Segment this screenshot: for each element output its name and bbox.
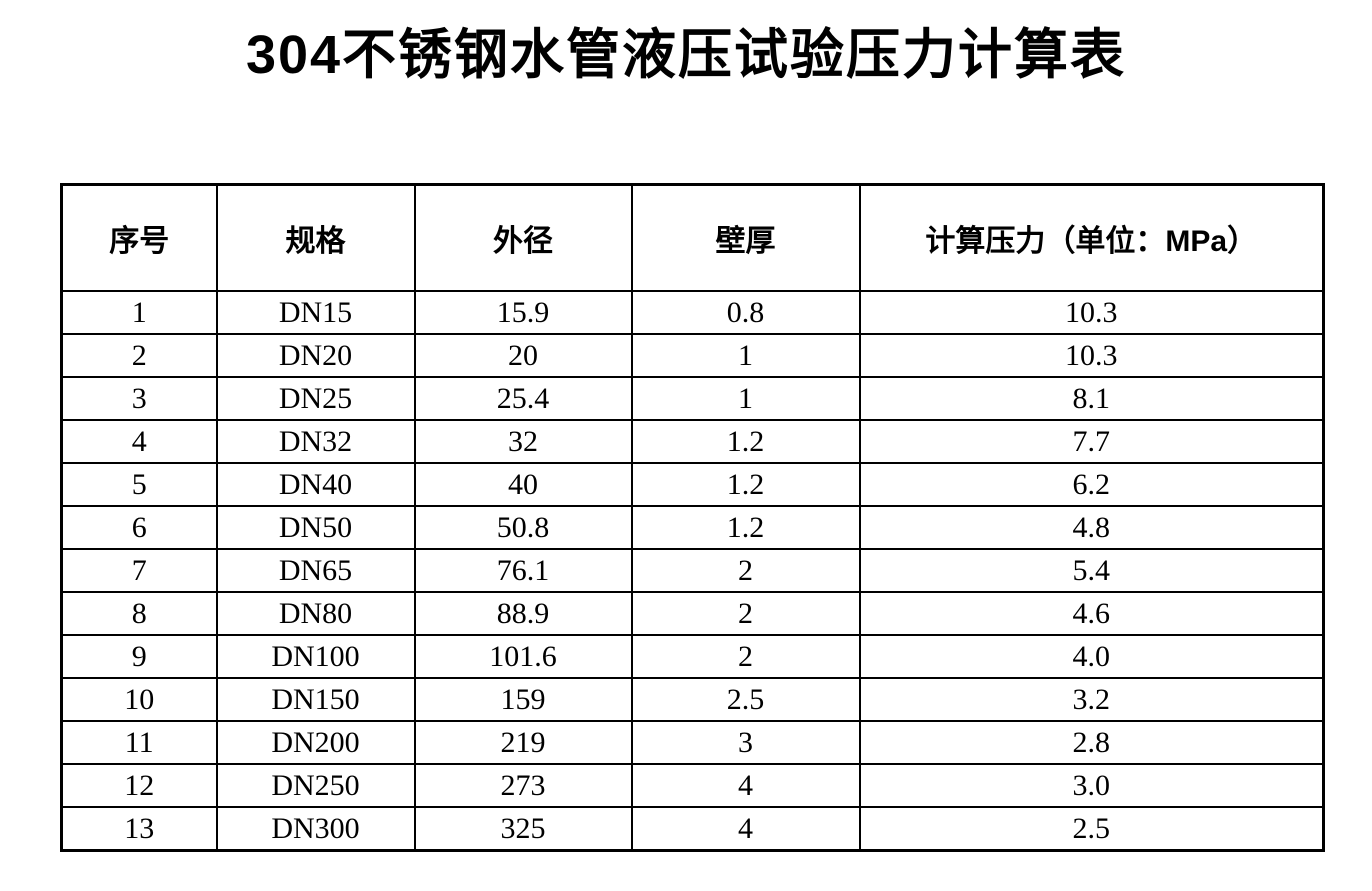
cell-wall-thickness: 0.8 [630,290,861,335]
table-row: 8 DN80 88.9 2 4.6 [60,591,1325,636]
cell-spec: DN50 [215,505,416,550]
table-row: 6 DN50 50.8 1.2 4.8 [60,505,1325,550]
table-row: 11 DN200 219 3 2.8 [60,720,1325,765]
header-row: 序号 规格 外径 壁厚 计算压力（单位：MPa） [60,183,1325,292]
table-row: 9 DN100 101.6 2 4.0 [60,634,1325,679]
cell-outer-diameter: 88.9 [413,591,633,636]
cell-wall-thickness: 3 [630,720,861,765]
cell-wall-thickness: 1 [630,333,861,378]
cell-serial: 12 [60,763,218,808]
col-header-pressure: 计算压力（单位：MPa） [858,183,1325,292]
cell-outer-diameter: 50.8 [413,505,633,550]
cell-outer-diameter: 32 [413,419,633,464]
cell-pressure: 5.4 [858,548,1325,593]
col-header-serial: 序号 [60,183,218,292]
cell-serial: 4 [60,419,218,464]
cell-pressure: 4.6 [858,591,1325,636]
cell-outer-diameter: 25.4 [413,376,633,421]
cell-spec: DN40 [215,462,416,507]
cell-outer-diameter: 76.1 [413,548,633,593]
cell-outer-diameter: 101.6 [413,634,633,679]
table-body: 1 DN15 15.9 0.8 10.3 2 DN20 20 1 10.3 3 … [60,290,1325,852]
cell-spec: DN65 [215,548,416,593]
cell-spec: DN32 [215,419,416,464]
cell-outer-diameter: 15.9 [413,290,633,335]
cell-wall-thickness: 1 [630,376,861,421]
cell-pressure: 6.2 [858,462,1325,507]
table-row: 5 DN40 40 1.2 6.2 [60,462,1325,507]
cell-outer-diameter: 159 [413,677,633,722]
cell-spec: DN200 [215,720,416,765]
cell-outer-diameter: 325 [413,806,633,852]
cell-serial: 11 [60,720,218,765]
table-row: 1 DN15 15.9 0.8 10.3 [60,290,1325,335]
cell-serial: 1 [60,290,218,335]
cell-outer-diameter: 20 [413,333,633,378]
cell-wall-thickness: 1.2 [630,505,861,550]
cell-serial: 3 [60,376,218,421]
cell-spec: DN150 [215,677,416,722]
col-header-spec: 规格 [215,183,416,292]
cell-spec: DN80 [215,591,416,636]
cell-pressure: 2.8 [858,720,1325,765]
cell-wall-thickness: 2 [630,548,861,593]
cell-serial: 6 [60,505,218,550]
cell-serial: 8 [60,591,218,636]
cell-serial: 2 [60,333,218,378]
table-row: 10 DN150 159 2.5 3.2 [60,677,1325,722]
cell-spec: DN20 [215,333,416,378]
table-row: 4 DN32 32 1.2 7.7 [60,419,1325,464]
col-header-outer-diameter: 外径 [413,183,633,292]
cell-pressure: 10.3 [858,290,1325,335]
cell-spec: DN250 [215,763,416,808]
cell-serial: 7 [60,548,218,593]
cell-spec: DN100 [215,634,416,679]
cell-spec: DN25 [215,376,416,421]
table-row: 3 DN25 25.4 1 8.1 [60,376,1325,421]
cell-pressure: 2.5 [858,806,1325,852]
cell-wall-thickness: 4 [630,763,861,808]
cell-spec: DN15 [215,290,416,335]
cell-serial: 9 [60,634,218,679]
cell-wall-thickness: 1.2 [630,419,861,464]
cell-wall-thickness: 1.2 [630,462,861,507]
cell-pressure: 10.3 [858,333,1325,378]
cell-pressure: 8.1 [858,376,1325,421]
cell-outer-diameter: 40 [413,462,633,507]
cell-outer-diameter: 219 [413,720,633,765]
cell-pressure: 4.0 [858,634,1325,679]
cell-wall-thickness: 4 [630,806,861,852]
table-row: 13 DN300 325 4 2.5 [60,806,1325,852]
page-title: 304不锈钢水管液压试验压力计算表 [245,25,1127,85]
cell-wall-thickness: 2 [630,634,861,679]
cell-wall-thickness: 2 [630,591,861,636]
cell-pressure: 7.7 [858,419,1325,464]
table-row: 12 DN250 273 4 3.0 [60,763,1325,808]
cell-serial: 5 [60,462,218,507]
col-header-wall-thickness: 壁厚 [630,183,861,292]
cell-pressure: 4.8 [858,505,1325,550]
pressure-calculation-table: 序号 规格 外径 壁厚 计算压力（单位：MPa） 1 DN15 15.9 0.8… [60,183,1325,852]
cell-pressure: 3.0 [858,763,1325,808]
cell-serial: 13 [60,806,218,852]
cell-spec: DN300 [215,806,416,852]
cell-wall-thickness: 2.5 [630,677,861,722]
cell-pressure: 3.2 [858,677,1325,722]
table-row: 2 DN20 20 1 10.3 [60,333,1325,378]
table-row: 7 DN65 76.1 2 5.4 [60,548,1325,593]
cell-outer-diameter: 273 [413,763,633,808]
cell-serial: 10 [60,677,218,722]
table-header: 序号 规格 外径 壁厚 计算压力（单位：MPa） [60,183,1325,292]
